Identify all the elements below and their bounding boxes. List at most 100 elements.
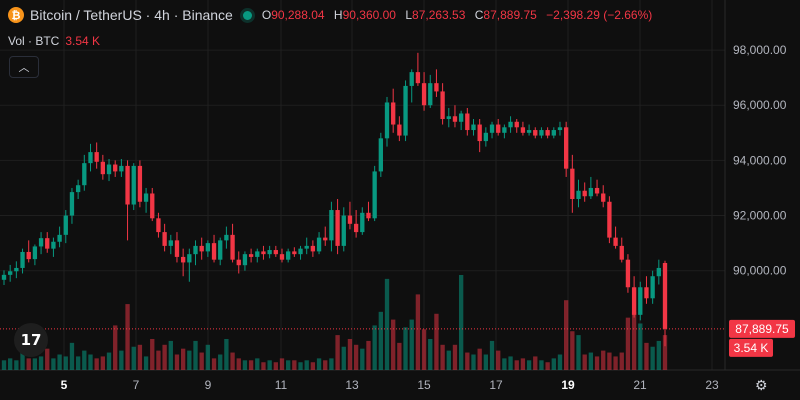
- time-tick-label: 23: [705, 378, 719, 392]
- candle-body: [230, 234, 235, 260]
- candle-body: [570, 168, 575, 199]
- time-tick-label: 13: [345, 378, 359, 392]
- candle-body: [248, 254, 254, 257]
- candle-body: [113, 164, 118, 172]
- candle-body: [391, 102, 396, 125]
- time-axis[interactable]: 5 7 9 11 13 15 17 19 21 23: [61, 378, 719, 392]
- price-axis[interactable]: 98,000.00 96,000.00 94,000.00 92,000.00 90,0…: [733, 43, 787, 278]
- volume-bar: [440, 344, 445, 370]
- volume-bar: [335, 335, 340, 370]
- volume-bar: [20, 352, 25, 370]
- volume-bars: [1, 275, 668, 370]
- change-value: −2,398.29 (−2.66%): [546, 8, 653, 22]
- candle-body: [508, 121, 513, 128]
- candle-body: [576, 190, 581, 199]
- chart-grid: [0, 0, 800, 371]
- candle-body: [75, 185, 81, 193]
- volume-bar: [341, 346, 346, 370]
- volume-bar: [347, 338, 353, 370]
- candle-body: [483, 132, 489, 142]
- candle-body: [397, 124, 402, 136]
- candle-body: [38, 238, 44, 247]
- candle-body: [211, 243, 217, 260]
- last-volume-badge-text: 3.54 K: [734, 341, 769, 355]
- volume-bar: [502, 358, 507, 370]
- time-tick-label: 19: [561, 378, 575, 392]
- time-tick-label: 15: [417, 378, 431, 392]
- volume-bar: [557, 354, 563, 370]
- volume-bar: [539, 360, 544, 370]
- chart-header: ₿ Bitcoin / TetherUS · 4h · Binance O90,…: [8, 7, 658, 23]
- volume-value: 3.54 K: [65, 34, 101, 48]
- volume-bar: [570, 331, 575, 370]
- candle-body: [174, 240, 180, 257]
- volume-bar: [366, 340, 371, 370]
- volume-bar: [563, 300, 569, 370]
- candle-body: [57, 234, 62, 242]
- volume-bar: [143, 356, 149, 370]
- price-tick-label: 98,000.00: [733, 43, 787, 57]
- candle-body: [415, 72, 421, 84]
- candle-body: [446, 116, 451, 120]
- time-tick-label: 11: [275, 378, 288, 392]
- volume-bar: [514, 360, 519, 370]
- candle-body: [366, 212, 371, 219]
- candle-body: [224, 234, 229, 241]
- volume-bar: [8, 358, 13, 370]
- volume-bar: [106, 352, 112, 370]
- candle-body: [594, 187, 600, 194]
- candle-body: [20, 251, 25, 268]
- volume-bar: [100, 356, 106, 370]
- candle-body: [471, 124, 476, 131]
- candle-body: [119, 165, 124, 172]
- candle-body: [477, 124, 482, 142]
- volume-bar: [378, 311, 383, 370]
- volume-bar: [360, 348, 365, 370]
- candle-body: [187, 254, 192, 263]
- volume-bar: [631, 311, 637, 370]
- gear-icon[interactable]: ⚙: [755, 377, 768, 393]
- volume-bar: [397, 342, 402, 370]
- volume-bar: [75, 356, 81, 370]
- collapse-legend-button[interactable]: ︿: [9, 56, 39, 78]
- candle-body: [526, 130, 532, 133]
- market-status-dot-icon: [242, 10, 252, 20]
- candle-body: [496, 124, 501, 133]
- candle-body: [261, 251, 266, 255]
- volume-bar: [45, 348, 50, 370]
- price-tick-label: 94,000.00: [733, 153, 787, 167]
- candle-body: [656, 267, 661, 277]
- volume-bar: [384, 278, 390, 370]
- candle-body: [298, 248, 303, 255]
- candle-body: [440, 91, 445, 120]
- candle-body: [539, 130, 544, 136]
- tradingview-logo-icon[interactable]: 17: [14, 323, 48, 357]
- candle-body: [409, 72, 414, 86]
- last-price-badges: 87,889.75 3.54 K: [729, 319, 795, 357]
- candle-body: [323, 237, 328, 241]
- open-value: 90,288.04: [271, 8, 325, 22]
- candle-body: [625, 259, 631, 288]
- price-candles: [0, 52, 725, 347]
- volume-bar: [286, 360, 291, 370]
- volume-bar: [588, 352, 594, 370]
- candle-body: [638, 287, 643, 315]
- candle-body: [489, 124, 495, 133]
- volume-bar: [26, 358, 31, 370]
- volume-bar: [638, 323, 643, 370]
- volume-bar: [415, 294, 421, 370]
- candle-body: [162, 232, 167, 246]
- volume-legend: Vol · BTC 3.54 K: [8, 34, 100, 48]
- candle-body: [520, 127, 526, 133]
- candle-body: [452, 116, 458, 122]
- symbol-title[interactable]: Bitcoin / TetherUS · 4h · Binance: [30, 7, 233, 23]
- candle-body: [353, 223, 359, 233]
- candle-body: [292, 251, 297, 255]
- candle-body: [218, 240, 223, 260]
- volume-bar: [57, 354, 62, 370]
- volume-bar: [619, 352, 624, 370]
- volume-bar: [520, 358, 526, 370]
- candle-body: [458, 113, 464, 122]
- volume-bar: [236, 358, 241, 370]
